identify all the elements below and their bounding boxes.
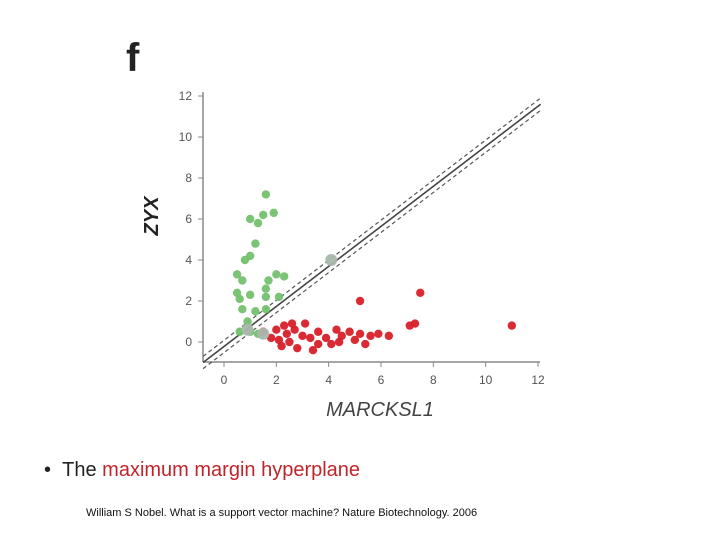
red-point — [384, 331, 394, 341]
red-point — [266, 333, 276, 343]
red-point — [272, 325, 281, 334]
red-point — [366, 331, 375, 341]
y-tick-label: 6 — [185, 212, 192, 226]
red-point — [507, 321, 517, 330]
y-tick-label: 12 — [179, 89, 193, 103]
green-point — [261, 292, 271, 302]
margin-line-upper — [202, 97, 541, 357]
green-point — [261, 305, 271, 314]
green-point — [251, 307, 260, 316]
green-point — [243, 317, 252, 326]
red-point — [334, 337, 344, 347]
bullet-marker: • — [44, 459, 52, 481]
y-tick-label: 4 — [185, 253, 192, 267]
support-vectors-point — [325, 254, 338, 266]
x-tick-label: 0 — [221, 373, 228, 387]
support-vectors-point — [241, 323, 254, 336]
green-point — [240, 255, 250, 265]
hyperplane-line — [202, 103, 542, 364]
margin-line-lower — [202, 109, 541, 370]
red-point — [287, 319, 297, 328]
figure: f 0 2 4 6 8 10 12 0 2 4 6 8 10 12 MARCKSL1 ZYX — [126, 36, 545, 421]
green-point — [238, 305, 247, 314]
bullet-caption: • The maximum margin hyperplane — [44, 459, 360, 482]
x-tick-label: 4 — [325, 373, 332, 387]
red-point — [282, 329, 291, 338]
red-point — [410, 319, 420, 328]
green-point — [261, 284, 271, 293]
scatter-chart: 0 2 4 6 8 10 12 0 2 4 6 8 10 12 MARCKSL1 ZYX — [141, 89, 545, 421]
red-point — [327, 339, 336, 349]
x-tick-label: 10 — [479, 373, 493, 387]
hyperplane-lines — [202, 97, 542, 370]
red-point — [355, 329, 365, 338]
citation: William S Nobel. What is a support vecto… — [86, 507, 478, 519]
red-point — [361, 339, 370, 349]
caption-prefix: The — [62, 459, 103, 481]
red-point — [345, 327, 354, 336]
support-vectors-point — [257, 327, 270, 340]
y-tick-label: 10 — [179, 130, 193, 144]
green-point — [269, 208, 278, 218]
y-tick-label: 8 — [185, 171, 192, 185]
green-point — [279, 272, 289, 281]
red-point — [308, 346, 318, 355]
red-point — [374, 329, 383, 338]
y-tick-label: 0 — [185, 335, 192, 349]
red-point — [355, 296, 365, 306]
x-tick-label: 6 — [378, 373, 385, 387]
green-point — [259, 210, 268, 220]
red-point — [279, 321, 289, 330]
red-point — [300, 319, 310, 328]
red-point — [332, 325, 341, 334]
y-axis-label: ZYX — [141, 195, 163, 237]
data-points — [232, 190, 517, 355]
green-point — [232, 270, 242, 279]
red-point — [314, 327, 323, 336]
red-point — [306, 333, 315, 343]
green-point — [274, 292, 284, 302]
red-point — [416, 288, 425, 297]
x-tick-label: 2 — [273, 373, 280, 387]
tick-labels: 0 2 4 6 8 10 12 0 2 4 6 8 10 12 — [179, 89, 545, 387]
green-point — [245, 214, 255, 224]
red-point — [285, 337, 294, 347]
x-tick-label: 12 — [531, 373, 545, 387]
y-tick-label: 2 — [185, 294, 192, 308]
red-point — [314, 339, 323, 349]
green-point — [238, 276, 247, 285]
green-point — [253, 218, 263, 228]
red-point — [277, 341, 286, 351]
x-tick-label: 8 — [430, 373, 437, 387]
green-point — [272, 270, 281, 279]
panel-label: f — [126, 36, 140, 80]
green-point — [245, 290, 255, 300]
red-point — [350, 335, 360, 345]
red-point — [321, 333, 331, 343]
green-point — [261, 190, 271, 199]
x-axis-label: MARCKSL1 — [326, 399, 434, 421]
red-point — [293, 343, 302, 353]
green-point — [264, 276, 273, 285]
green-point — [251, 239, 260, 248]
green-point — [232, 288, 242, 297]
red-point — [298, 331, 307, 341]
caption-highlight: maximum margin hyperplane — [102, 459, 361, 481]
